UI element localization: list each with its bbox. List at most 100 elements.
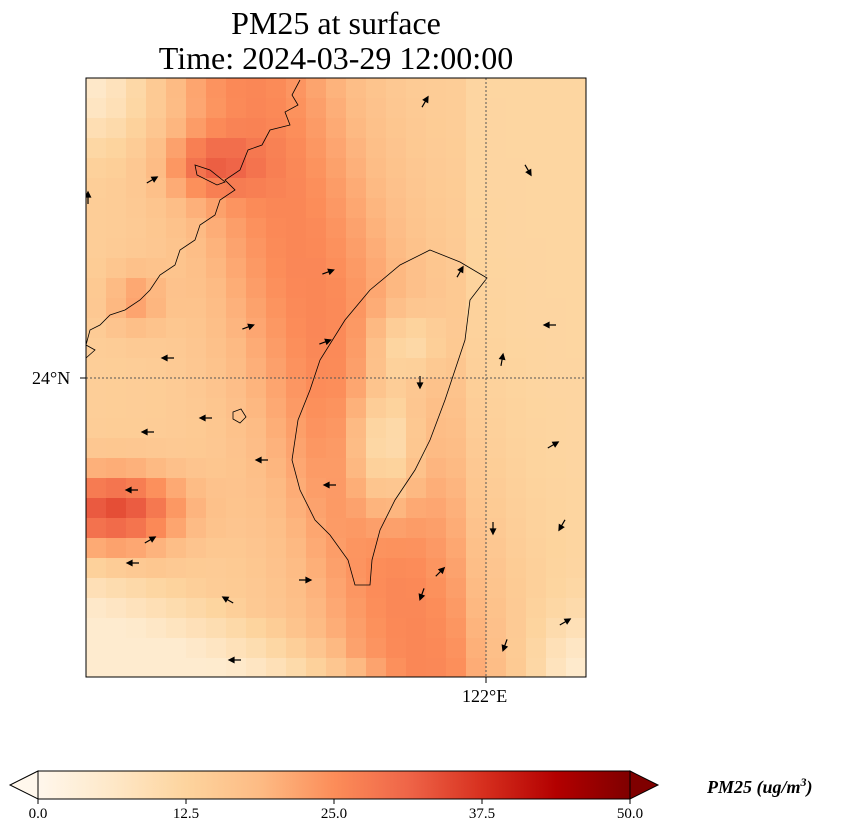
field-cell	[326, 578, 347, 599]
field-cell	[466, 158, 487, 179]
field-cell	[446, 378, 467, 399]
field-cell	[186, 178, 207, 199]
field-cell	[146, 398, 167, 419]
field-cell	[266, 518, 287, 539]
field-cell	[86, 438, 107, 459]
field-cell	[466, 478, 487, 499]
field-cell	[246, 558, 267, 579]
field-cell	[286, 78, 307, 99]
field-cell	[106, 658, 127, 677]
field-cell	[306, 498, 327, 519]
field-cell	[186, 218, 207, 239]
field-cell	[186, 278, 207, 299]
field-cell	[506, 78, 527, 99]
field-cell	[286, 418, 307, 439]
field-cell	[86, 178, 107, 199]
wind-arrow	[124, 486, 138, 494]
field-cell	[306, 158, 327, 179]
field-cell	[306, 538, 327, 559]
field-cell	[166, 378, 187, 399]
field-cell	[186, 438, 207, 459]
field-cell	[366, 498, 387, 519]
field-cell	[326, 338, 347, 359]
field-cell	[186, 398, 207, 419]
field-cell	[186, 258, 207, 279]
field-cell	[106, 538, 127, 559]
field-cell	[386, 618, 407, 639]
field-cell	[306, 578, 327, 599]
field-cell	[246, 258, 267, 279]
field-cell	[366, 138, 387, 159]
field-cell	[226, 538, 247, 559]
field-cell	[566, 598, 586, 619]
field-cell	[206, 278, 227, 299]
field-cell	[186, 478, 207, 499]
field-cell	[186, 378, 207, 399]
field-cell	[106, 598, 127, 619]
wind-arrow	[221, 596, 234, 604]
field-cell	[326, 238, 347, 259]
field-cell	[566, 158, 586, 179]
field-cell	[226, 398, 247, 419]
field-cell	[506, 378, 527, 399]
field-cell	[106, 78, 127, 99]
field-cell	[526, 398, 547, 419]
field-cell	[406, 218, 427, 239]
field-cell	[346, 358, 367, 379]
field-cell	[546, 318, 567, 339]
field-cell	[166, 278, 187, 299]
field-cell	[306, 238, 327, 259]
field-cell	[286, 318, 307, 339]
field-cell	[266, 98, 287, 119]
field-cell	[266, 78, 287, 99]
field-cell	[246, 618, 267, 639]
field-cell	[326, 378, 347, 399]
field-cell	[546, 198, 567, 219]
field-cell	[466, 558, 487, 579]
field-cell	[106, 198, 127, 219]
field-cell	[206, 638, 227, 659]
field-cell	[386, 198, 407, 219]
field-cell	[186, 98, 207, 119]
field-cell	[86, 378, 107, 399]
field-cell	[486, 558, 507, 579]
field-cell	[426, 158, 447, 179]
field-cell	[226, 318, 247, 339]
field-cell	[266, 478, 287, 499]
field-cell	[366, 278, 387, 299]
field-cell	[146, 518, 167, 539]
field-cell	[446, 458, 467, 479]
field-cell	[206, 358, 227, 379]
field-cell	[386, 518, 407, 539]
field-cell	[446, 218, 467, 239]
field-cell	[166, 158, 187, 179]
wind-arrow	[299, 576, 313, 584]
field-cell	[366, 158, 387, 179]
field-cell	[306, 78, 327, 99]
field-cell	[306, 598, 327, 619]
field-cell	[426, 398, 447, 419]
field-cell	[326, 418, 347, 439]
field-cell	[246, 78, 267, 99]
field-cell	[466, 218, 487, 239]
field-cell	[126, 538, 147, 559]
field-cell	[166, 358, 187, 379]
wind-arrow	[456, 265, 464, 278]
field-cell	[186, 498, 207, 519]
field-cell	[326, 78, 347, 99]
field-cell	[386, 498, 407, 519]
field-cell	[486, 418, 507, 439]
field-cell	[506, 618, 527, 639]
field-cell	[446, 98, 467, 119]
wind-arrow	[558, 519, 566, 532]
field-cell	[546, 358, 567, 379]
field-cell	[206, 478, 227, 499]
field-cell	[566, 298, 586, 319]
field-cell	[406, 118, 427, 139]
field-cell	[566, 278, 586, 299]
field-cell	[106, 278, 127, 299]
field-cell	[166, 98, 187, 119]
field-cell	[466, 618, 487, 639]
field-cell	[286, 178, 307, 199]
field-cell	[446, 158, 467, 179]
